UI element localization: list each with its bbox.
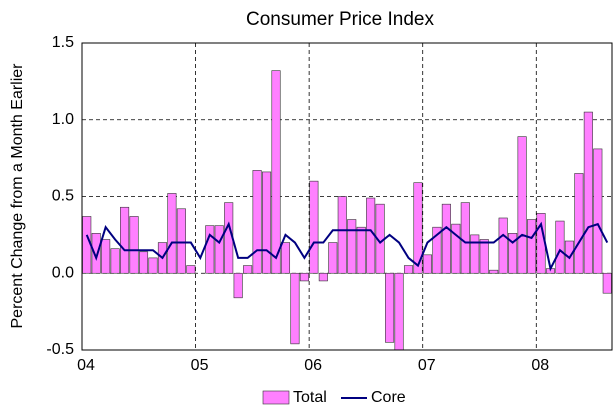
bar <box>432 226 442 274</box>
legend-label: Total <box>293 389 327 406</box>
legend-label: Core <box>371 389 406 406</box>
bar <box>356 226 366 274</box>
y-tick-label: 0.0 <box>52 264 74 281</box>
bar <box>328 242 338 274</box>
bar <box>233 272 243 299</box>
bar <box>583 111 593 274</box>
bar <box>167 193 177 274</box>
y-tick-label: 1.0 <box>52 111 74 128</box>
bar <box>347 219 357 274</box>
bar <box>385 272 395 343</box>
bar <box>394 272 404 351</box>
plot-frame <box>81 42 613 351</box>
bar <box>110 248 120 274</box>
x-tick-label: 06 <box>304 357 322 374</box>
bar <box>441 203 451 274</box>
x-tick-label: 07 <box>418 357 436 374</box>
bar <box>91 233 101 274</box>
bar <box>555 220 565 274</box>
bar <box>498 217 508 274</box>
bar <box>252 170 262 274</box>
bar <box>271 70 281 274</box>
bar <box>318 272 328 282</box>
bar <box>101 239 111 274</box>
bar <box>422 254 432 274</box>
bar <box>574 173 584 274</box>
bar <box>186 265 196 274</box>
bar <box>479 239 489 274</box>
bar <box>290 272 300 345</box>
bar <box>337 196 347 274</box>
x-tick-label: 04 <box>77 357 95 374</box>
legend-swatch <box>262 390 290 405</box>
bar <box>280 242 291 274</box>
bar <box>262 171 272 274</box>
bar <box>470 234 480 274</box>
bar <box>214 225 224 274</box>
bar <box>460 202 470 274</box>
bar <box>508 233 518 274</box>
bar <box>413 182 423 274</box>
y-axis-label: Percent Change from a Month Earlier <box>9 63 26 329</box>
bar <box>527 219 537 274</box>
bar <box>138 251 149 274</box>
bar <box>403 265 414 274</box>
bar <box>299 272 309 282</box>
line <box>85 221 609 272</box>
bar <box>602 272 612 294</box>
bar <box>205 225 215 274</box>
bar <box>489 269 499 274</box>
bar <box>593 148 603 274</box>
bar <box>82 216 92 274</box>
bar <box>451 223 461 274</box>
bar <box>148 257 158 274</box>
bar <box>120 206 130 274</box>
x-tick-label: 05 <box>191 357 209 374</box>
bar <box>243 265 253 274</box>
bar <box>309 180 319 274</box>
x-tick-label: 08 <box>531 357 549 374</box>
bar <box>517 136 527 274</box>
y-tick-label: -0.5 <box>46 341 74 358</box>
bar <box>129 216 139 274</box>
chart-title: Consumer Price Index <box>246 9 434 30</box>
y-tick-label: 1.5 <box>52 34 74 51</box>
y-tick-label: 0.5 <box>52 188 74 205</box>
bar <box>176 208 186 274</box>
